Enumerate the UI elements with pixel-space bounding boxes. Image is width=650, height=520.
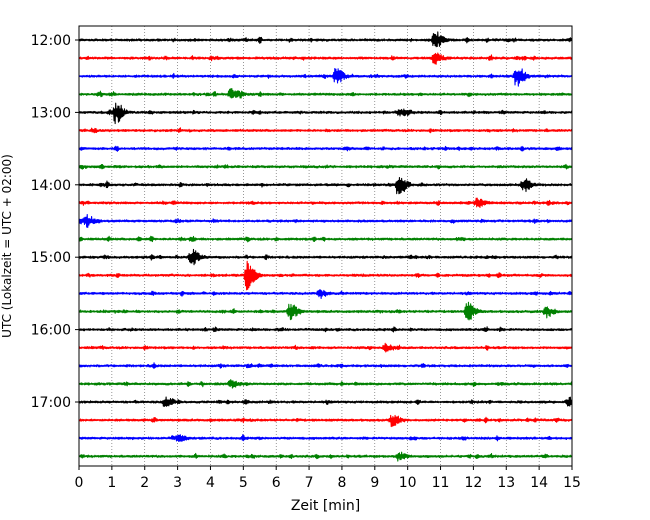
seismic-traces [78, 31, 573, 462]
seismic-trace-1345 [78, 163, 573, 170]
x-tick-label: 8 [337, 475, 346, 491]
seismic-trace-1745 [78, 451, 573, 462]
y-tick-label: 12:00 [31, 33, 71, 49]
seismic-trace-1230 [78, 68, 573, 87]
seismic-trace-1215 [78, 52, 573, 65]
y-tick-label: 17:00 [31, 395, 71, 411]
x-axis-label: Zeit [min] [291, 498, 360, 514]
y-axis-label: UTC (Lokalzeit = UTC + 02:00) [0, 154, 14, 338]
plot-frame [78, 25, 573, 467]
x-tick-label: 2 [140, 475, 149, 491]
seismic-trace-1630 [78, 362, 573, 369]
x-tick-label: 3 [173, 475, 182, 491]
x-tick-label: 6 [272, 475, 281, 491]
x-tick-label: 4 [206, 475, 215, 491]
seismic-trace-1445 [78, 235, 573, 243]
seismic-trace-1600 [78, 326, 573, 333]
seismic-trace-1245 [78, 87, 573, 99]
seismic-trace-1500 [78, 248, 573, 266]
x-tick-label: 5 [239, 475, 248, 491]
x-tick-label: 9 [370, 475, 379, 491]
seismic-trace-1615 [78, 342, 573, 353]
seismic-trace-1515 [78, 260, 573, 291]
x-tick-label: 1 [107, 475, 116, 491]
seismic-trace-1545 [78, 301, 573, 321]
y-axis-ticks: 12:00 13:00 14:00 15:00 16:00 17:00 [31, 33, 79, 411]
seismic-trace-1430 [78, 213, 573, 228]
seismic-trace-1315 [78, 127, 573, 134]
y-tick-label: 16:00 [31, 323, 71, 339]
x-tick-label: 10 [399, 475, 417, 491]
seismic-trace-1645 [78, 379, 573, 389]
seismic-trace-1415 [78, 197, 573, 209]
seismic-trace-1700 [78, 396, 573, 407]
y-tick-label: 15:00 [31, 250, 71, 266]
y-tick-label: 13:00 [31, 105, 71, 121]
x-tick-label: 11 [432, 475, 450, 491]
x-tick-label: 13 [497, 475, 515, 491]
seismic-trace-1400 [78, 176, 573, 195]
seismic-trace-1715 [78, 414, 573, 428]
x-axis-ticks: 0 1 2 3 4 5 6 7 8 9 10 11 12 13 14 15 [75, 466, 581, 491]
x-tick-label: 0 [75, 475, 84, 491]
seismic-trace-1300 [78, 102, 573, 125]
seismic-trace-1330 [78, 145, 573, 152]
x-tick-label: 7 [305, 475, 314, 491]
seismic-trace-1530 [78, 289, 573, 299]
y-tick-label: 14:00 [31, 178, 71, 194]
x-tick-label: 15 [563, 475, 581, 491]
x-tick-label: 14 [530, 475, 548, 491]
grid-lines [111, 26, 540, 466]
seismic-trace-1730 [78, 434, 573, 442]
seismic-trace-1200 [78, 31, 573, 48]
x-tick-label: 12 [464, 475, 482, 491]
